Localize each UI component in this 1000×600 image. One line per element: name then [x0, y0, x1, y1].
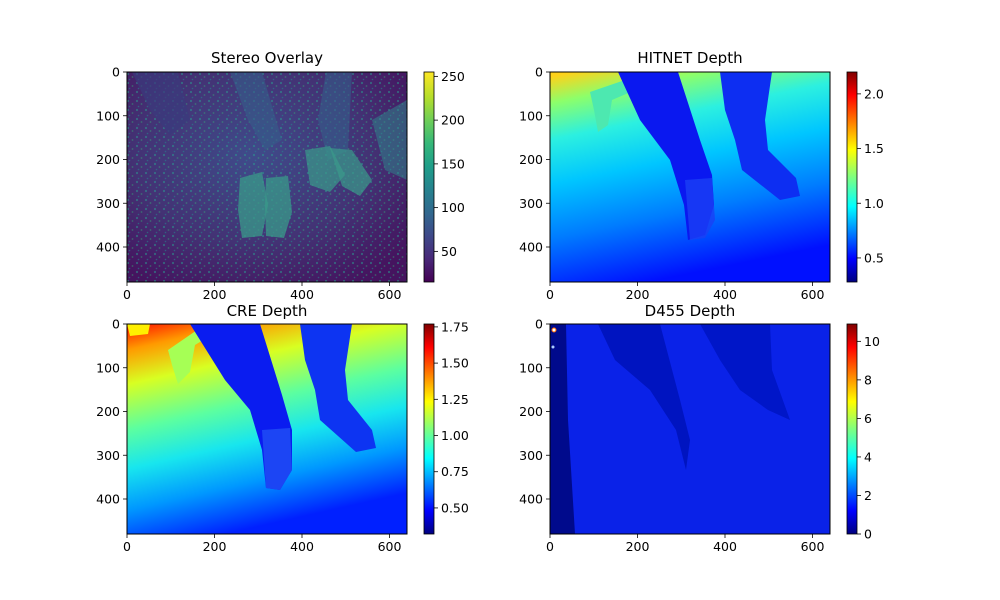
- colorbar: [846, 71, 858, 283]
- colorbar-tick-label: 50: [441, 244, 457, 259]
- y-ticks: 0 100 200 300 400: [96, 65, 127, 255]
- x-tick-label: 600: [378, 539, 402, 554]
- colorbar-tick-label: 6: [864, 411, 872, 426]
- stereo-image: [127, 72, 407, 282]
- colorbar-tick-label: 2: [864, 488, 872, 503]
- colorbar-tick-label: 8: [864, 372, 872, 387]
- colorbar-tick-label: 1.25: [441, 392, 469, 407]
- y-tick-label: 400: [519, 240, 543, 255]
- x-tick-label: 400: [713, 539, 737, 554]
- colorbar-tick-label: 10: [864, 334, 880, 349]
- y-tick-label: 0: [535, 65, 543, 80]
- x-tick-label: 0: [546, 539, 554, 554]
- y-tick-label: 100: [519, 108, 543, 123]
- panel-title: HITNET Depth: [637, 49, 742, 67]
- hitnet-image: [550, 72, 830, 282]
- y-ticks: 0 100 200 300 400: [519, 65, 550, 255]
- colorbar-tick-label: 0.5: [864, 250, 884, 265]
- colorbar-ticks: 0 2 4 6 8 10: [857, 334, 880, 542]
- colorbar-tick-label: 4: [864, 449, 872, 464]
- y-tick-label: 200: [519, 404, 543, 419]
- colorbar: [423, 71, 435, 283]
- y-tick-label: 0: [112, 65, 120, 80]
- axes-frame: [126, 323, 408, 535]
- colorbar-tick-label: 1.0: [864, 196, 884, 211]
- x-ticks: 0 200 400 600: [123, 282, 401, 302]
- colorbar-tick-label: 200: [441, 113, 465, 128]
- panel-stereo-overlay: Stereo Overlay 0 200 400 600 0100200300400 …: [96, 49, 465, 302]
- x-tick-label: 400: [290, 539, 314, 554]
- panel-title: Stereo Overlay: [211, 49, 323, 67]
- x-tick-label: 200: [203, 539, 227, 554]
- colorbar-ticks: 50 100 150 200 250: [434, 69, 465, 259]
- x-ticks: 0 200 400 600: [546, 534, 824, 554]
- y-tick-label: 200: [96, 152, 120, 167]
- colorbar-tick-label: 150: [441, 156, 465, 171]
- colorbar-tick-label: 1.75: [441, 319, 469, 334]
- y-tick-label: 0: [535, 317, 543, 332]
- axes-frame: [549, 71, 831, 283]
- d455-image: [550, 324, 830, 534]
- colorbar-tick-label: 2.0: [864, 86, 884, 101]
- x-tick-label: 600: [801, 539, 825, 554]
- y-tick-label: 400: [96, 492, 120, 507]
- colorbar: [423, 323, 435, 535]
- x-tick-label: 200: [203, 287, 227, 302]
- colorbar: [846, 323, 858, 535]
- y-tick-label: 0: [112, 317, 120, 332]
- colorbar-tick-label: 100: [441, 200, 465, 215]
- y-tick-label: 100: [96, 108, 120, 123]
- y-tick-label: 300: [519, 196, 543, 211]
- colorbar-ticks: 0.50 0.75 1.00 1.25 1.50 1.75: [434, 319, 469, 515]
- colorbar-tick-label: 250: [441, 69, 465, 84]
- panel-title: CRE Depth: [227, 302, 308, 320]
- cre-image: [127, 324, 407, 534]
- x-tick-label: 400: [290, 287, 314, 302]
- y-tick-label: 300: [519, 448, 543, 463]
- y-tick-label: 200: [519, 152, 543, 167]
- colorbar-tick-label: 1.00: [441, 428, 469, 443]
- colorbar-tick-label: 0: [864, 527, 872, 542]
- x-ticks: 0 200 400 600: [123, 534, 401, 554]
- y-tick-label: 400: [519, 492, 543, 507]
- colorbar-tick-label: 1.50: [441, 356, 469, 371]
- y-tick-label: 200: [96, 404, 120, 419]
- x-tick-label: 0: [546, 287, 554, 302]
- axes-frame: [126, 71, 408, 283]
- colorbar-tick-label: 1.5: [864, 141, 884, 156]
- x-tick-label: 600: [378, 287, 402, 302]
- axes-frame: [549, 323, 831, 535]
- colorbar-ticks: 0.5 1.0 1.5 2.0: [857, 86, 884, 265]
- panel-title: D455 Depth: [645, 302, 736, 320]
- panel-d455-depth: D455 Depth 0 200 400 600 0 100 200 300 400 0 2 4 6…: [519, 302, 880, 554]
- x-tick-label: 0: [123, 287, 131, 302]
- y-tick-label: 300: [96, 196, 120, 211]
- panel-hitnet-depth: HITNET Depth 0 200 400 600 0 100 200 300 400 0.…: [519, 49, 884, 302]
- y-ticks: 0 100 200 300 400: [96, 317, 127, 507]
- x-tick-label: 400: [713, 287, 737, 302]
- x-tick-label: 200: [626, 539, 650, 554]
- y-tick-label: 100: [96, 360, 120, 375]
- y-tick-label: 300: [96, 448, 120, 463]
- x-ticks: 0 200 400 600: [546, 282, 824, 302]
- y-tick-label: 400: [96, 240, 120, 255]
- x-tick-label: 200: [626, 287, 650, 302]
- x-tick-label: 0: [123, 539, 131, 554]
- y-tick-label: 100: [519, 360, 543, 375]
- x-tick-label: 600: [801, 287, 825, 302]
- colorbar-tick-label: 0.50: [441, 500, 469, 515]
- colorbar-tick-label: 0.75: [441, 464, 469, 479]
- y-ticks: 0 100 200 300 400: [519, 317, 550, 507]
